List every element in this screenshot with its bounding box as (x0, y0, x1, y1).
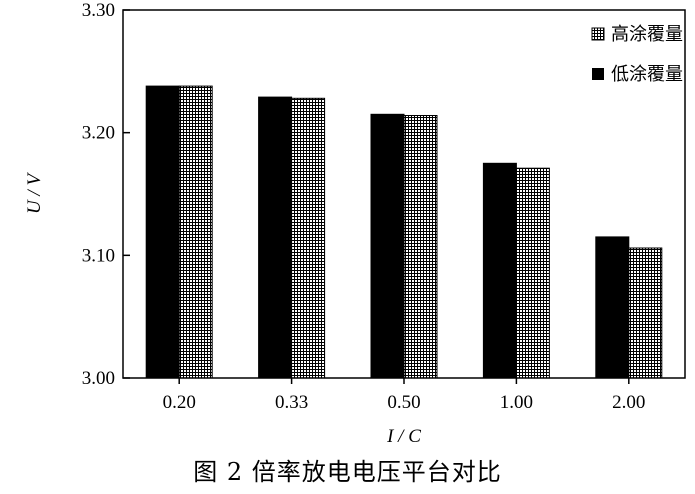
legend-label-low: 低涂覆量 (611, 64, 683, 85)
x-axis-title: I / C (386, 426, 421, 447)
y-tick-label: 3.00 (82, 368, 115, 389)
bar-low-0.20 (145, 85, 180, 379)
legend-swatch-low (592, 68, 604, 80)
x-ticks: 0.20 0.33 0.50 1.00 2.00 (163, 378, 645, 413)
figure-caption: 图 2 倍率放电电压平台对比 (193, 458, 502, 486)
bar-low-1.00 (482, 162, 517, 379)
x-tick-label: 1.00 (500, 392, 533, 413)
y-ticks: 3.00 3.10 3.20 3.30 (82, 0, 130, 389)
x-tick-label: 0.50 (387, 392, 420, 413)
bar-high-0.33 (291, 97, 326, 379)
bar-low-2.00 (595, 236, 630, 379)
bar-high-2.00 (628, 247, 663, 379)
legend: 高涂覆量 低涂覆量 (591, 24, 683, 85)
bar-high-0.20 (178, 85, 213, 379)
bar-chart: 3.00 3.10 3.20 3.30 0.20 0.33 0.50 1.00 2.00 U … (24, 0, 686, 447)
y-tick-label: 3.30 (82, 0, 115, 21)
legend-swatch-high (591, 27, 605, 41)
x-tick-label: 0.33 (275, 392, 308, 413)
bars-group (145, 85, 663, 379)
y-axis-title: U / V (24, 172, 45, 215)
y-tick-label: 3.20 (82, 123, 115, 144)
x-tick-label: 0.20 (163, 392, 196, 413)
bar-low-0.50 (370, 113, 405, 379)
bar-high-1.00 (515, 167, 550, 379)
bar-low-0.33 (258, 96, 293, 379)
y-tick-label: 3.10 (82, 245, 115, 266)
x-tick-label: 2.00 (612, 392, 645, 413)
legend-label-high: 高涂覆量 (611, 24, 683, 45)
bar-high-0.50 (403, 115, 438, 379)
